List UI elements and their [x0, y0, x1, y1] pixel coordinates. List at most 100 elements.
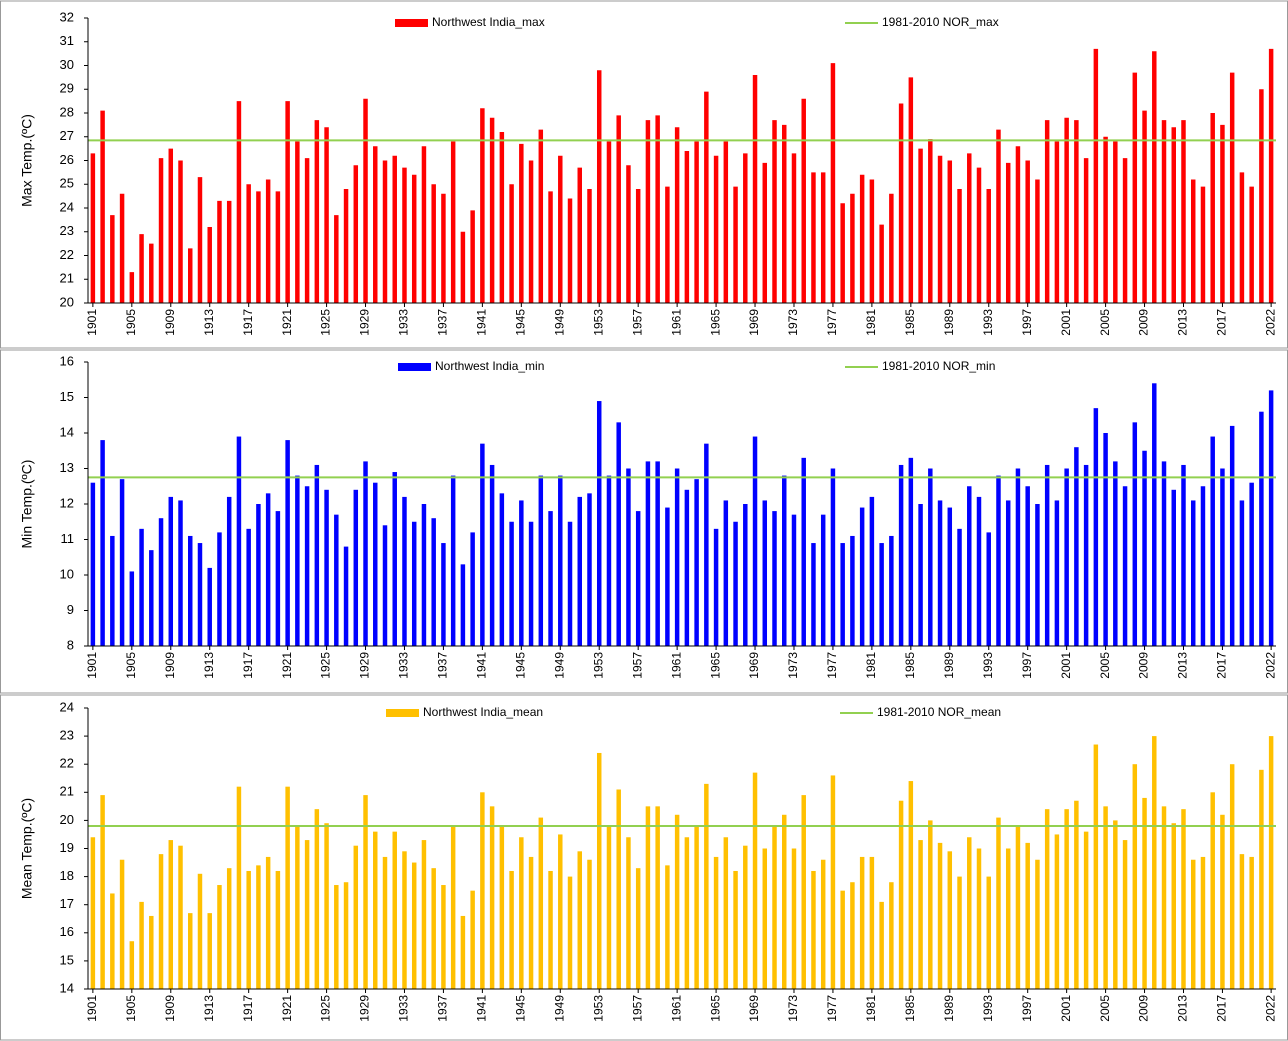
y-tick-label: 14	[60, 424, 74, 439]
x-tick-label: 2013	[1176, 309, 1190, 336]
x-tick-label: 1993	[981, 995, 995, 1022]
bar	[285, 440, 290, 646]
bar	[684, 489, 690, 646]
bar	[382, 160, 388, 303]
x-tick-label: 1941	[475, 652, 489, 679]
bar	[937, 155, 943, 303]
x-tick-label: 1949	[552, 309, 566, 336]
x-tick-label: 1937	[436, 995, 450, 1022]
bar	[139, 528, 144, 646]
bar	[752, 75, 758, 303]
bar	[110, 893, 115, 989]
bar	[460, 231, 466, 303]
bar	[1152, 736, 1157, 989]
bar	[596, 752, 602, 989]
x-tick-label: 1953	[591, 309, 605, 336]
bar	[373, 146, 378, 303]
bar	[441, 193, 446, 303]
x-tick-label: 1937	[436, 652, 450, 679]
bar	[275, 870, 281, 989]
bar	[772, 120, 777, 303]
bar	[655, 806, 660, 989]
bar	[996, 475, 1001, 646]
bar	[119, 193, 125, 303]
bar	[587, 189, 592, 303]
bar	[1132, 72, 1138, 303]
bar	[168, 496, 174, 646]
bar	[499, 493, 505, 646]
bar	[1210, 113, 1215, 303]
legend-swatch	[386, 709, 419, 717]
bar	[1005, 848, 1011, 989]
bar	[178, 845, 183, 989]
bar	[129, 571, 135, 646]
bar	[694, 479, 699, 646]
bar	[928, 468, 933, 646]
bar	[353, 845, 359, 989]
x-tick-label: 1929	[358, 309, 372, 336]
bar	[499, 826, 505, 989]
y-tick-label: 26	[60, 152, 74, 167]
x-tick-label: 1945	[513, 309, 527, 336]
bar	[859, 174, 865, 303]
bar	[908, 457, 914, 646]
bar	[1054, 141, 1060, 303]
bar	[1239, 500, 1245, 646]
bar	[1054, 834, 1060, 989]
bar	[363, 98, 368, 303]
bar	[470, 890, 475, 989]
bar	[324, 823, 329, 989]
bar	[275, 191, 281, 303]
bar	[519, 143, 524, 303]
bar	[1015, 826, 1021, 989]
bar	[139, 234, 144, 303]
bar	[421, 504, 427, 646]
bar	[548, 870, 553, 989]
bar	[197, 543, 203, 646]
bar	[480, 108, 485, 303]
bar	[480, 792, 485, 989]
bar	[665, 507, 670, 646]
bar	[1005, 162, 1011, 303]
bar	[626, 468, 631, 646]
y-tick-label: 31	[60, 33, 74, 48]
bar	[967, 153, 972, 303]
bar	[460, 915, 466, 989]
legend-swatch	[395, 19, 428, 27]
bar	[850, 193, 855, 303]
bar	[791, 514, 797, 646]
bar	[295, 826, 300, 989]
bar	[1074, 120, 1079, 303]
bar	[1064, 809, 1069, 989]
bar	[1249, 186, 1254, 303]
y-tick-label: 24	[60, 199, 74, 214]
bar	[1035, 504, 1040, 646]
bar	[674, 127, 680, 303]
bar	[635, 511, 641, 646]
x-tick-label: 2017	[1215, 309, 1229, 336]
x-tick-label: 2022	[1263, 652, 1277, 679]
bar	[207, 913, 212, 989]
bar	[1181, 464, 1186, 646]
y-tick-label: 30	[60, 57, 74, 72]
bar	[635, 868, 641, 989]
legend-swatch	[398, 363, 431, 371]
bar	[509, 870, 514, 989]
bar	[110, 535, 115, 646]
x-tick-label: 2001	[1059, 652, 1073, 679]
x-tick-label: 1981	[864, 995, 878, 1022]
x-tick-label: 1945	[513, 652, 527, 679]
bar	[616, 422, 621, 646]
bar	[324, 127, 329, 303]
bar	[450, 475, 456, 646]
bar	[343, 189, 349, 303]
y-tick-label: 19	[60, 840, 74, 855]
bar	[1093, 744, 1099, 989]
bar	[1083, 464, 1089, 646]
bar	[421, 840, 427, 989]
y-tick-label: 16	[60, 924, 74, 939]
bar	[489, 806, 495, 989]
x-tick-label: 1993	[981, 309, 995, 336]
x-tick-label: 2009	[1137, 309, 1151, 336]
bar	[674, 468, 680, 646]
